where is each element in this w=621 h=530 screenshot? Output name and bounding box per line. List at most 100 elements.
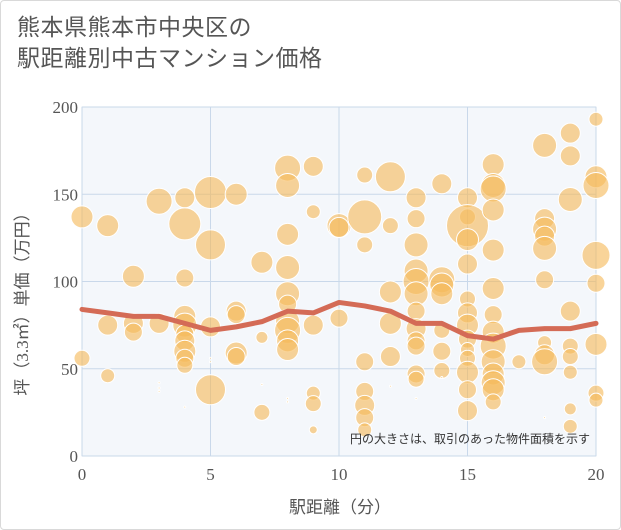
x-axis-label: 駅距離（分） bbox=[289, 498, 391, 517]
data-bubble bbox=[584, 332, 608, 356]
x-axis-ticks: 0 5 10 15 20 bbox=[78, 465, 605, 484]
x-tick-label: 10 bbox=[331, 465, 348, 484]
data-bubble bbox=[157, 386, 161, 390]
data-bubble bbox=[275, 255, 301, 281]
data-bubble bbox=[378, 280, 402, 304]
data-bubble bbox=[562, 364, 578, 380]
data-bubble bbox=[481, 276, 505, 300]
data-bubble bbox=[255, 330, 269, 344]
y-tick-label: 100 bbox=[53, 273, 79, 292]
data-bubble bbox=[347, 199, 383, 235]
y-tick-label: 50 bbox=[61, 360, 78, 379]
trend-line bbox=[79, 299, 599, 342]
data-bubble bbox=[100, 368, 116, 384]
data-bubble bbox=[457, 400, 478, 422]
y-axis-ticks: 0 50 100 150 200 bbox=[53, 98, 79, 466]
data-bubble bbox=[96, 214, 120, 238]
data-bubble bbox=[481, 238, 505, 262]
data-bubble bbox=[431, 173, 453, 195]
data-bubble bbox=[511, 354, 527, 370]
data-bubble bbox=[355, 352, 375, 372]
data-bubble bbox=[302, 155, 324, 177]
data-bubble bbox=[226, 305, 246, 325]
data-bubble bbox=[379, 346, 401, 368]
data-bubble bbox=[456, 228, 479, 252]
size-annotation: 円の大きさは、取引のあった物件面積を示す bbox=[350, 431, 590, 446]
data-bubble bbox=[559, 122, 581, 144]
data-bubble bbox=[406, 209, 426, 229]
data-bubble bbox=[535, 270, 555, 290]
data-bubble bbox=[586, 273, 606, 293]
data-bubble bbox=[168, 207, 202, 241]
data-bubble bbox=[209, 360, 212, 364]
data-bubble bbox=[581, 240, 611, 270]
data-bubble bbox=[532, 132, 558, 158]
data-bubble bbox=[304, 395, 322, 413]
data-bubble bbox=[388, 384, 392, 388]
data-bubble bbox=[276, 222, 300, 246]
data-bubble bbox=[157, 389, 161, 393]
y-tick-label: 150 bbox=[53, 185, 79, 204]
data-bubble bbox=[532, 235, 558, 261]
x-tick-label: 0 bbox=[78, 465, 87, 484]
chart-title: 熊本県熊本市中央区の 駅距離別中古マンション価格 bbox=[17, 13, 577, 75]
data-bubble bbox=[174, 187, 196, 209]
data-bubble bbox=[543, 416, 547, 420]
data-bubble bbox=[559, 145, 581, 167]
x-tick-label: 5 bbox=[206, 465, 215, 484]
data-bubble bbox=[121, 264, 145, 288]
bubble-layer bbox=[70, 111, 611, 438]
data-bubble bbox=[440, 375, 444, 379]
data-bubble bbox=[276, 338, 300, 362]
data-bubble bbox=[374, 161, 406, 193]
data-bubble bbox=[481, 198, 505, 222]
data-bubble bbox=[275, 173, 301, 199]
y-tick-label: 0 bbox=[70, 447, 79, 466]
data-bubble bbox=[305, 204, 321, 220]
data-bubble bbox=[562, 418, 578, 434]
data-bubble bbox=[176, 356, 194, 374]
x-tick-label: 15 bbox=[459, 465, 476, 484]
data-bubble bbox=[484, 393, 502, 411]
data-bubble bbox=[157, 381, 161, 385]
data-bubble bbox=[195, 374, 226, 406]
x-tick-label: 20 bbox=[588, 465, 605, 484]
data-bubble bbox=[97, 314, 119, 336]
data-bubble bbox=[559, 300, 581, 322]
data-bubble bbox=[563, 402, 577, 416]
data-bubble bbox=[557, 186, 583, 212]
data-bubble bbox=[414, 396, 418, 400]
data-bubble bbox=[260, 382, 264, 386]
data-bubble bbox=[224, 182, 248, 206]
data-bubble bbox=[356, 236, 374, 254]
data-bubble bbox=[286, 400, 290, 404]
data-bubble bbox=[70, 205, 94, 229]
data-bubble bbox=[195, 229, 226, 261]
data-bubble bbox=[407, 370, 425, 388]
data-bubble bbox=[175, 268, 195, 288]
data-bubble bbox=[458, 380, 477, 400]
data-bubble bbox=[194, 176, 227, 210]
data-bubble bbox=[209, 356, 212, 360]
data-bubble bbox=[531, 348, 559, 376]
data-bubble bbox=[588, 392, 604, 408]
data-bubble bbox=[588, 111, 604, 127]
data-bubble bbox=[253, 403, 271, 421]
data-bubble bbox=[123, 322, 143, 342]
data-bubble bbox=[457, 253, 478, 275]
data-bubble bbox=[183, 405, 187, 409]
data-bubble bbox=[73, 349, 91, 367]
data-bubble bbox=[302, 314, 324, 336]
data-bubble bbox=[561, 348, 579, 366]
chart-title-line2: 駅距離別中古マンション価格 bbox=[17, 46, 323, 72]
data-bubble bbox=[403, 232, 429, 258]
data-bubble bbox=[356, 166, 374, 184]
data-bubble bbox=[381, 217, 399, 235]
data-bubble bbox=[456, 360, 479, 384]
data-bubble bbox=[328, 216, 350, 238]
data-bubble bbox=[308, 425, 318, 435]
data-bubble bbox=[286, 396, 290, 400]
chart-title-line1: 熊本県熊本市中央区の bbox=[17, 15, 252, 41]
data-bubble bbox=[430, 282, 454, 306]
